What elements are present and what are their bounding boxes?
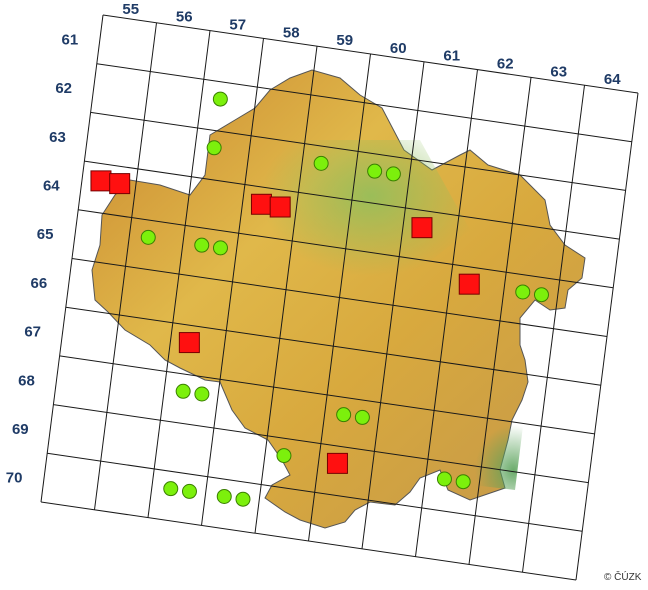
column-label: 57 [229, 17, 246, 34]
column-labels: 55 56 57 58 59 60 61 62 63 64 [122, 1, 621, 88]
row-label: 65 [37, 226, 54, 243]
record-marker [181, 483, 197, 499]
highlight-marker [458, 273, 480, 295]
record-marker [354, 409, 370, 425]
row-labels: 61 62 63 64 65 66 67 68 69 70 [6, 31, 78, 486]
record-marker [175, 383, 191, 399]
highlight-marker [326, 452, 348, 474]
record-marker [194, 237, 210, 253]
grid-line-horizontal [78, 209, 614, 289]
record-marker [140, 229, 156, 245]
column-label: 64 [604, 71, 621, 88]
highlight-marker [178, 332, 200, 354]
record-marker [336, 407, 352, 423]
record-marker [367, 163, 383, 179]
record-markers [90, 91, 549, 507]
column-label: 58 [283, 24, 300, 41]
region-shape [91, 69, 586, 529]
record-marker [163, 481, 179, 497]
record-marker [216, 488, 232, 504]
record-marker [212, 240, 228, 256]
grid-line-horizontal [102, 14, 639, 94]
row-label: 66 [31, 275, 48, 292]
record-marker [455, 474, 471, 490]
grid-line-horizontal [84, 160, 620, 240]
row-label: 68 [18, 372, 35, 389]
column-label: 56 [176, 9, 193, 26]
column-label: 61 [443, 48, 460, 65]
column-label: 59 [336, 32, 353, 49]
copyright-text: © ČÚZK [604, 570, 642, 583]
grid-line-horizontal [53, 404, 589, 484]
highlight-marker [250, 193, 272, 215]
grid-line-horizontal [65, 306, 601, 386]
record-marker [276, 448, 292, 464]
column-label: 63 [550, 63, 567, 80]
row-label: 69 [12, 421, 29, 438]
column-label: 55 [122, 1, 139, 18]
row-label: 70 [6, 470, 23, 487]
column-label: 60 [390, 40, 407, 57]
grid-line-horizontal [96, 63, 632, 143]
record-marker [515, 284, 531, 300]
row-label: 63 [49, 129, 66, 146]
grid-line-horizontal [71, 258, 608, 337]
highlight-marker [90, 170, 112, 192]
record-marker [385, 166, 401, 182]
record-marker [212, 91, 228, 107]
record-marker [206, 140, 222, 156]
grid-line-horizontal [90, 111, 626, 191]
record-marker [235, 491, 251, 507]
row-label: 61 [62, 31, 79, 48]
record-marker [436, 471, 452, 487]
highlight-marker [109, 173, 131, 195]
row-label: 64 [43, 177, 60, 194]
record-marker [194, 386, 210, 402]
column-label: 62 [497, 56, 514, 73]
highlight-marker [411, 217, 433, 239]
grid [40, 14, 639, 581]
record-marker [533, 287, 549, 303]
row-label: 62 [55, 80, 72, 97]
grid-line-horizontal [59, 355, 595, 435]
record-marker [313, 155, 329, 171]
grid-line-horizontal [40, 501, 577, 581]
row-label: 67 [24, 324, 41, 341]
grid-line-horizontal [47, 452, 583, 532]
highlight-marker [269, 196, 291, 218]
